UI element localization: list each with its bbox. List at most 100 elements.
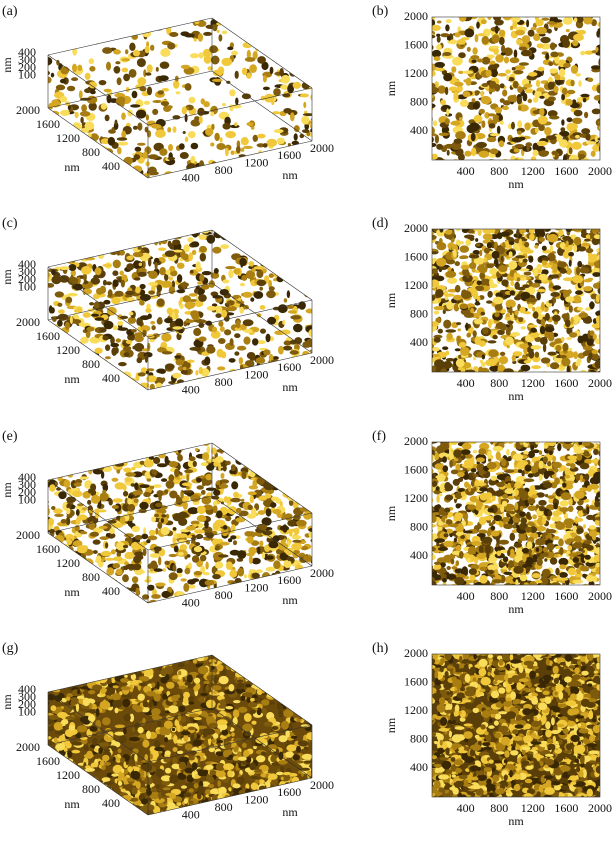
texture-blob xyxy=(280,454,290,459)
texture-blob xyxy=(482,83,489,87)
texture-blob xyxy=(39,445,43,449)
texture-blob xyxy=(271,577,277,584)
texture-blob xyxy=(95,449,105,455)
texture-blob xyxy=(39,389,44,393)
texture-blob xyxy=(213,501,217,506)
texture-blob xyxy=(109,392,118,396)
texture-blob xyxy=(251,34,259,38)
texture-blob xyxy=(225,8,229,15)
texture-blob xyxy=(157,318,163,325)
texture-blob xyxy=(547,234,558,243)
texture-blob xyxy=(104,605,109,610)
texture-blob xyxy=(184,225,194,229)
texture-blob xyxy=(441,105,451,110)
texture-blob xyxy=(315,258,322,266)
texture-blob xyxy=(434,62,445,68)
texture-blob xyxy=(153,602,163,606)
texture-blob xyxy=(190,53,199,58)
panel-label: (f) xyxy=(372,429,386,444)
texture-blob xyxy=(250,170,256,178)
texture-blob xyxy=(99,526,108,529)
texture-blob xyxy=(524,272,532,276)
texture-blob xyxy=(64,459,69,466)
texture-blob xyxy=(443,73,452,81)
texture-blob xyxy=(279,450,284,455)
texture-blob xyxy=(58,256,63,263)
texture-blob xyxy=(294,249,298,256)
texture-blob xyxy=(49,256,54,262)
texture-blob xyxy=(311,172,317,180)
texture-blob xyxy=(574,17,578,22)
texture-blob xyxy=(229,605,233,611)
texture-blob xyxy=(94,12,102,15)
texture-blob xyxy=(95,445,102,451)
texture-blob xyxy=(481,312,486,316)
texture-blob xyxy=(72,391,76,396)
texture-blob xyxy=(435,289,444,298)
texture-blob xyxy=(548,61,553,66)
texture-blob xyxy=(43,387,47,391)
texture-blob xyxy=(215,313,221,318)
texture-blob xyxy=(461,265,470,270)
texture-blob xyxy=(269,273,274,278)
texture-blob xyxy=(492,335,497,339)
texture-blob xyxy=(563,277,574,281)
texture-blob xyxy=(126,240,136,244)
texture-blob xyxy=(115,608,126,611)
texture-blob xyxy=(471,60,476,63)
texture-blob xyxy=(187,441,197,447)
texture-blob xyxy=(280,526,289,531)
texture-blob xyxy=(299,479,305,484)
texture-blob xyxy=(578,246,587,251)
texture-blob xyxy=(147,87,152,96)
texture-blob xyxy=(558,225,568,228)
texture-blob xyxy=(58,466,64,472)
texture-blob xyxy=(232,374,241,378)
texture-blob xyxy=(99,225,104,229)
texture-blob xyxy=(264,247,274,255)
texture-blob xyxy=(177,274,182,283)
texture-blob xyxy=(241,275,247,281)
texture-blob xyxy=(137,357,143,363)
texture-blob xyxy=(295,564,304,571)
texture-blob xyxy=(306,234,310,238)
texture-blob xyxy=(279,453,285,460)
texture-blob xyxy=(424,115,433,123)
texture-blob xyxy=(52,176,62,184)
texture-blob xyxy=(167,127,171,133)
texture-blob xyxy=(453,91,458,100)
texture-blob xyxy=(81,266,92,275)
texture-blob xyxy=(58,309,65,313)
texture-blob xyxy=(83,241,86,250)
texture-blob xyxy=(594,95,604,101)
texture-blob xyxy=(156,67,159,72)
texture-blob xyxy=(439,238,443,244)
texture-blob xyxy=(57,254,65,261)
texture-blob xyxy=(138,438,142,442)
texture-blob xyxy=(65,239,68,242)
texture-blob xyxy=(86,173,91,180)
texture-blob xyxy=(488,113,496,116)
texture-blob xyxy=(257,243,261,248)
texture-blob xyxy=(207,387,211,392)
y-tick-label: 800 xyxy=(410,95,428,109)
texture-blob xyxy=(248,491,257,495)
texture-blob xyxy=(465,323,468,331)
texture-blob xyxy=(104,148,113,155)
texture-blob xyxy=(135,225,143,233)
texture-blob xyxy=(237,568,244,577)
texture-blob xyxy=(58,241,61,249)
texture-blob xyxy=(225,148,229,157)
texture-blob xyxy=(165,447,169,453)
texture-blob xyxy=(229,104,233,111)
texture-blob xyxy=(271,605,279,612)
texture-blob xyxy=(191,241,199,247)
texture-blob xyxy=(318,391,321,400)
texture-blob xyxy=(109,454,116,460)
texture-blob xyxy=(193,15,201,20)
texture-blob xyxy=(498,265,507,272)
texture-blob xyxy=(243,319,254,326)
texture-blob xyxy=(311,392,319,397)
texture-blob xyxy=(235,578,242,585)
texture-blob xyxy=(436,34,440,37)
